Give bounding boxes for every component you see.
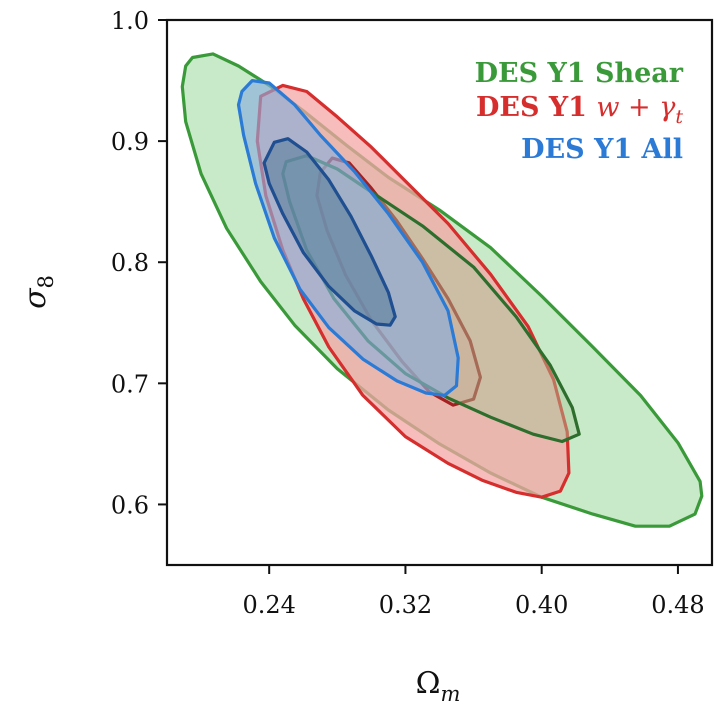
- legend: DES Y1 Shear DES Y1 w + γt DES Y1 All: [475, 58, 684, 165]
- x-tick-label: 0.24: [242, 591, 295, 619]
- x-tick-label: 0.32: [379, 591, 432, 619]
- legend-entry-all: DES Y1 All: [521, 134, 683, 165]
- x-tick-label: 0.40: [515, 591, 568, 619]
- x-axis-label: Ωm: [416, 666, 461, 704]
- legend-entry-shear: DES Y1 Shear: [475, 58, 684, 89]
- contour-layer: [182, 54, 702, 526]
- y-tick-label: 0.6: [111, 491, 149, 519]
- y-tick-label: 0.8: [111, 249, 149, 277]
- legend-entry-wgt: DES Y1 w + γt: [476, 92, 683, 128]
- y-tick-label: 0.9: [111, 128, 149, 156]
- y-tick-label: 1.0: [111, 7, 149, 35]
- y-tick-label: 0.7: [111, 370, 149, 398]
- y-axis-label: σ8: [18, 275, 58, 309]
- x-tick-label: 0.48: [651, 591, 704, 619]
